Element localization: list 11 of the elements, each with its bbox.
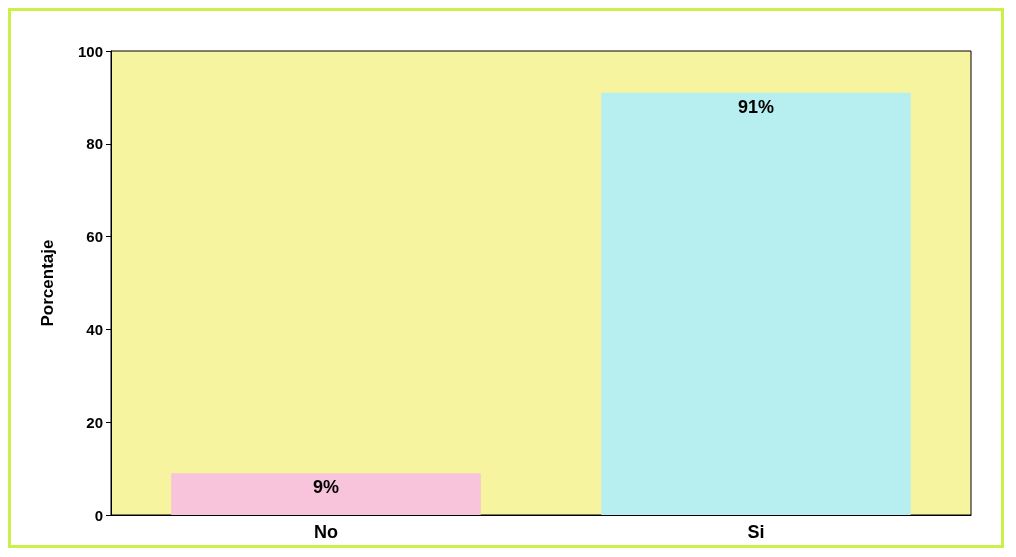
y-tick-label: 20 bbox=[86, 413, 103, 431]
y-tick-label: 60 bbox=[86, 228, 103, 246]
data-label: 91% bbox=[737, 96, 775, 117]
y-tick-label: 0 bbox=[94, 506, 103, 524]
y-tick-label: 40 bbox=[86, 320, 103, 338]
x-tick-label: Si bbox=[747, 522, 765, 542]
y-tick-label: 100 bbox=[77, 42, 103, 60]
data-label: 9% bbox=[312, 477, 340, 498]
x-tick-label: No bbox=[314, 522, 338, 542]
y-tick-label: 80 bbox=[86, 135, 103, 153]
y-axis-title: Porcentaje bbox=[38, 239, 57, 327]
